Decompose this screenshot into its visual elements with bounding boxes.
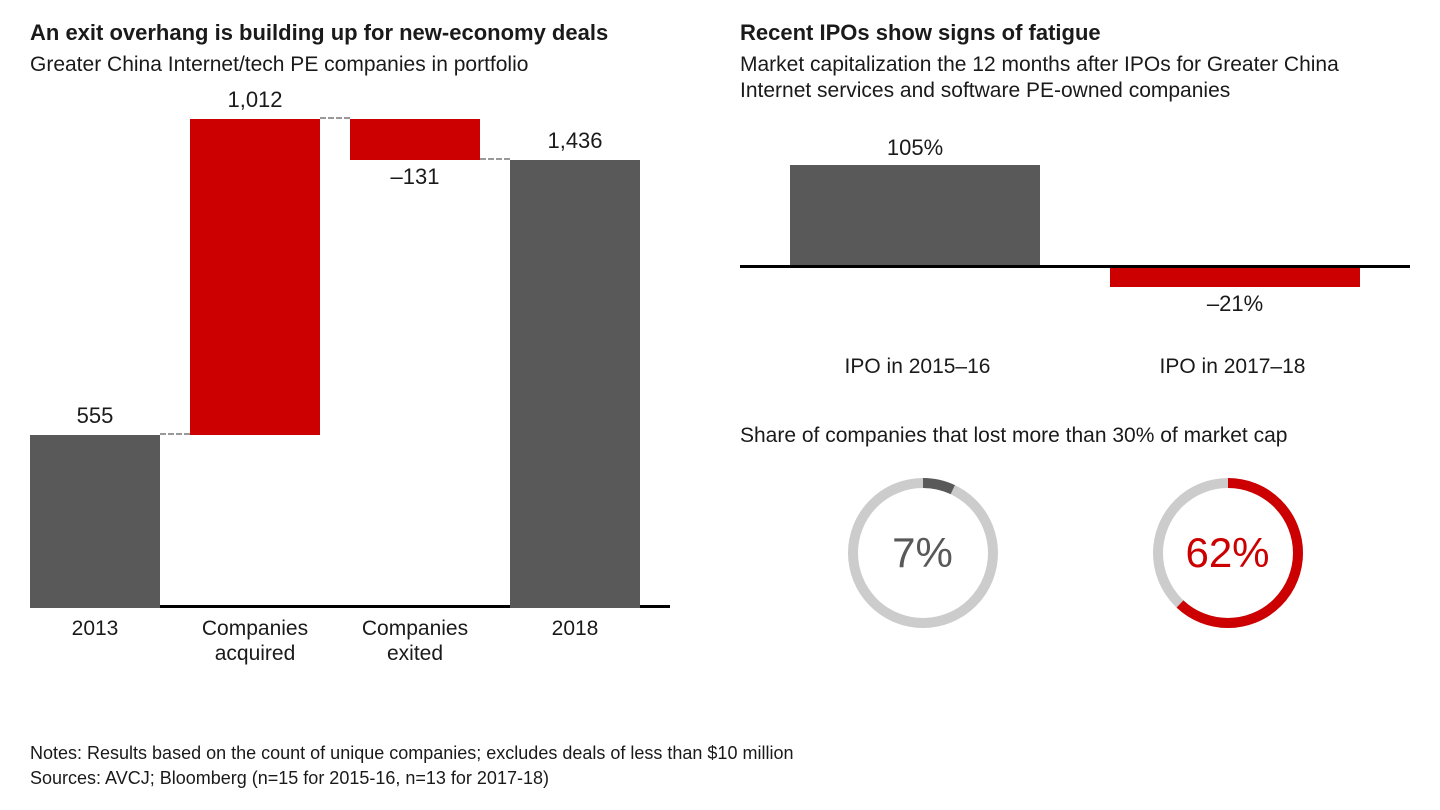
ipo-xlabel-0: IPO in 2015–16: [760, 355, 1075, 379]
waterfall-wrap: 5551,012–1311,436 2013CompaniesacquiredC…: [30, 108, 670, 721]
ipo-xlabel-1: IPO in 2017–18: [1075, 355, 1390, 379]
waterfall-value-2013: 555: [30, 403, 160, 429]
footer: Notes: Results based on the count of uni…: [30, 741, 1410, 790]
left-panel: An exit overhang is building up for new-…: [30, 20, 670, 721]
share-title: Share of companies that lost more than 3…: [740, 424, 1410, 448]
donut-label-0: 7%: [843, 473, 1003, 633]
right-subtitle: Market capitalization the 12 months afte…: [740, 52, 1410, 105]
ipo-bar-1: [1110, 268, 1360, 288]
waterfall-connector: [320, 117, 350, 119]
ipo-x-labels: IPO in 2015–16IPO in 2017–18: [740, 355, 1410, 379]
footer-sources: Sources: AVCJ; Bloomberg (n=15 for 2015-…: [30, 766, 1410, 790]
donut-0: 7%: [843, 473, 1003, 633]
waterfall-x-labels: 2013 Companiesacquired Companiesexited 2018: [30, 616, 670, 666]
ipo-bar-0: [790, 165, 1040, 265]
waterfall-connector: [480, 158, 510, 160]
ipo-chart: 105%–21%: [740, 145, 1410, 325]
donuts-row: 7% 62%: [740, 473, 1410, 633]
waterfall-xlabel-2013: 2013: [30, 616, 160, 666]
page-root: An exit overhang is building up for new-…: [30, 20, 1410, 790]
waterfall-xlabel-2018: 2018: [510, 616, 640, 666]
right-title: Recent IPOs show signs of fatigue: [740, 20, 1410, 46]
donut-label-1: 62%: [1148, 473, 1308, 633]
waterfall-value-acquired: 1,012: [190, 87, 320, 113]
waterfall-bar-acquired: [190, 119, 320, 435]
footer-notes: Notes: Results based on the count of uni…: [30, 741, 1410, 765]
waterfall-bar-2013: [30, 435, 160, 608]
waterfall-value-2018: 1,436: [510, 128, 640, 154]
waterfall-xlabel-exited: Companiesexited: [350, 616, 480, 666]
right-panel: Recent IPOs show signs of fatigue Market…: [740, 20, 1410, 721]
waterfall-xlabel-acquired: Companiesacquired: [190, 616, 320, 666]
donut-1: 62%: [1148, 473, 1308, 633]
left-title: An exit overhang is building up for new-…: [30, 20, 670, 46]
left-subtitle: Greater China Internet/tech PE companies…: [30, 52, 670, 78]
waterfall-bar-exited: [350, 119, 480, 160]
ipo-value-1: –21%: [1110, 291, 1360, 317]
waterfall-chart: 5551,012–1311,436: [30, 108, 670, 608]
waterfall-connector: [160, 433, 190, 435]
panels: An exit overhang is building up for new-…: [30, 20, 1410, 721]
waterfall-value-exited: –131: [350, 164, 480, 190]
waterfall-bar-2018: [510, 160, 640, 609]
ipo-value-0: 105%: [790, 135, 1040, 161]
